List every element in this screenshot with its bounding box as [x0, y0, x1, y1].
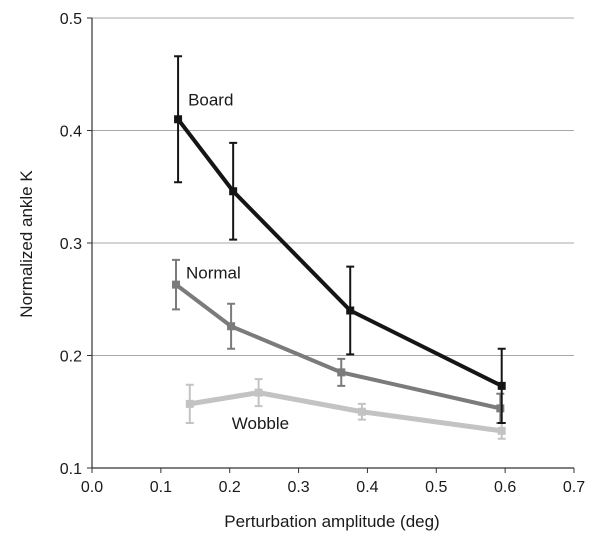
data-point: [254, 388, 263, 397]
data-point: [346, 306, 355, 315]
data-point: [337, 368, 346, 377]
data-point: [185, 399, 194, 408]
series-line-board: [176, 118, 503, 388]
axes: [87, 17, 575, 473]
y-tick-label: 0.4: [60, 124, 82, 141]
x-tick-labels: 0.0 0.1 0.2 0.3 0.4 0.5 0.6 0.7: [81, 479, 585, 496]
y-tick-label: 0.3: [60, 236, 82, 253]
data-point: [229, 187, 238, 196]
data-point: [357, 407, 366, 416]
gridlines: [92, 17, 574, 356]
series-label-board: Board: [188, 90, 233, 109]
y-axis-label: Normalized ankle K: [17, 170, 36, 318]
x-tick-label: 0.1: [150, 479, 172, 496]
x-tick-label: 0.0: [81, 479, 103, 496]
x-tick-label: 0.3: [287, 479, 309, 496]
series-label-wobble: Wobble: [232, 414, 289, 433]
data-point: [227, 322, 236, 331]
x-tick-label: 0.6: [494, 479, 516, 496]
y-tick-label: 0.2: [60, 349, 82, 366]
x-axis-label: Perturbation amplitude (deg): [224, 512, 439, 531]
series-labels: Board Normal Wobble: [186, 90, 289, 433]
series-wobble: [185, 378, 506, 440]
y-tick-label: 0.5: [60, 11, 82, 28]
x-tick-label: 0.5: [425, 479, 447, 496]
y-tick-labels: 0.1 0.2 0.3 0.4 0.5: [60, 11, 82, 478]
x-tick-label: 0.4: [356, 479, 378, 496]
x-tick-label: 0.7: [563, 479, 585, 496]
series-layer: [172, 55, 506, 440]
series-label-normal: Normal: [186, 264, 241, 283]
data-point: [497, 381, 506, 390]
series-board: [174, 55, 506, 424]
series-line-wobble: [189, 390, 503, 434]
data-point: [496, 404, 505, 413]
data-point: [172, 280, 181, 289]
y-tick-label: 0.1: [60, 461, 82, 478]
x-tick-label: 0.2: [219, 479, 241, 496]
data-point: [174, 115, 183, 124]
series-line-normal: [174, 283, 501, 411]
data-point: [497, 426, 506, 435]
